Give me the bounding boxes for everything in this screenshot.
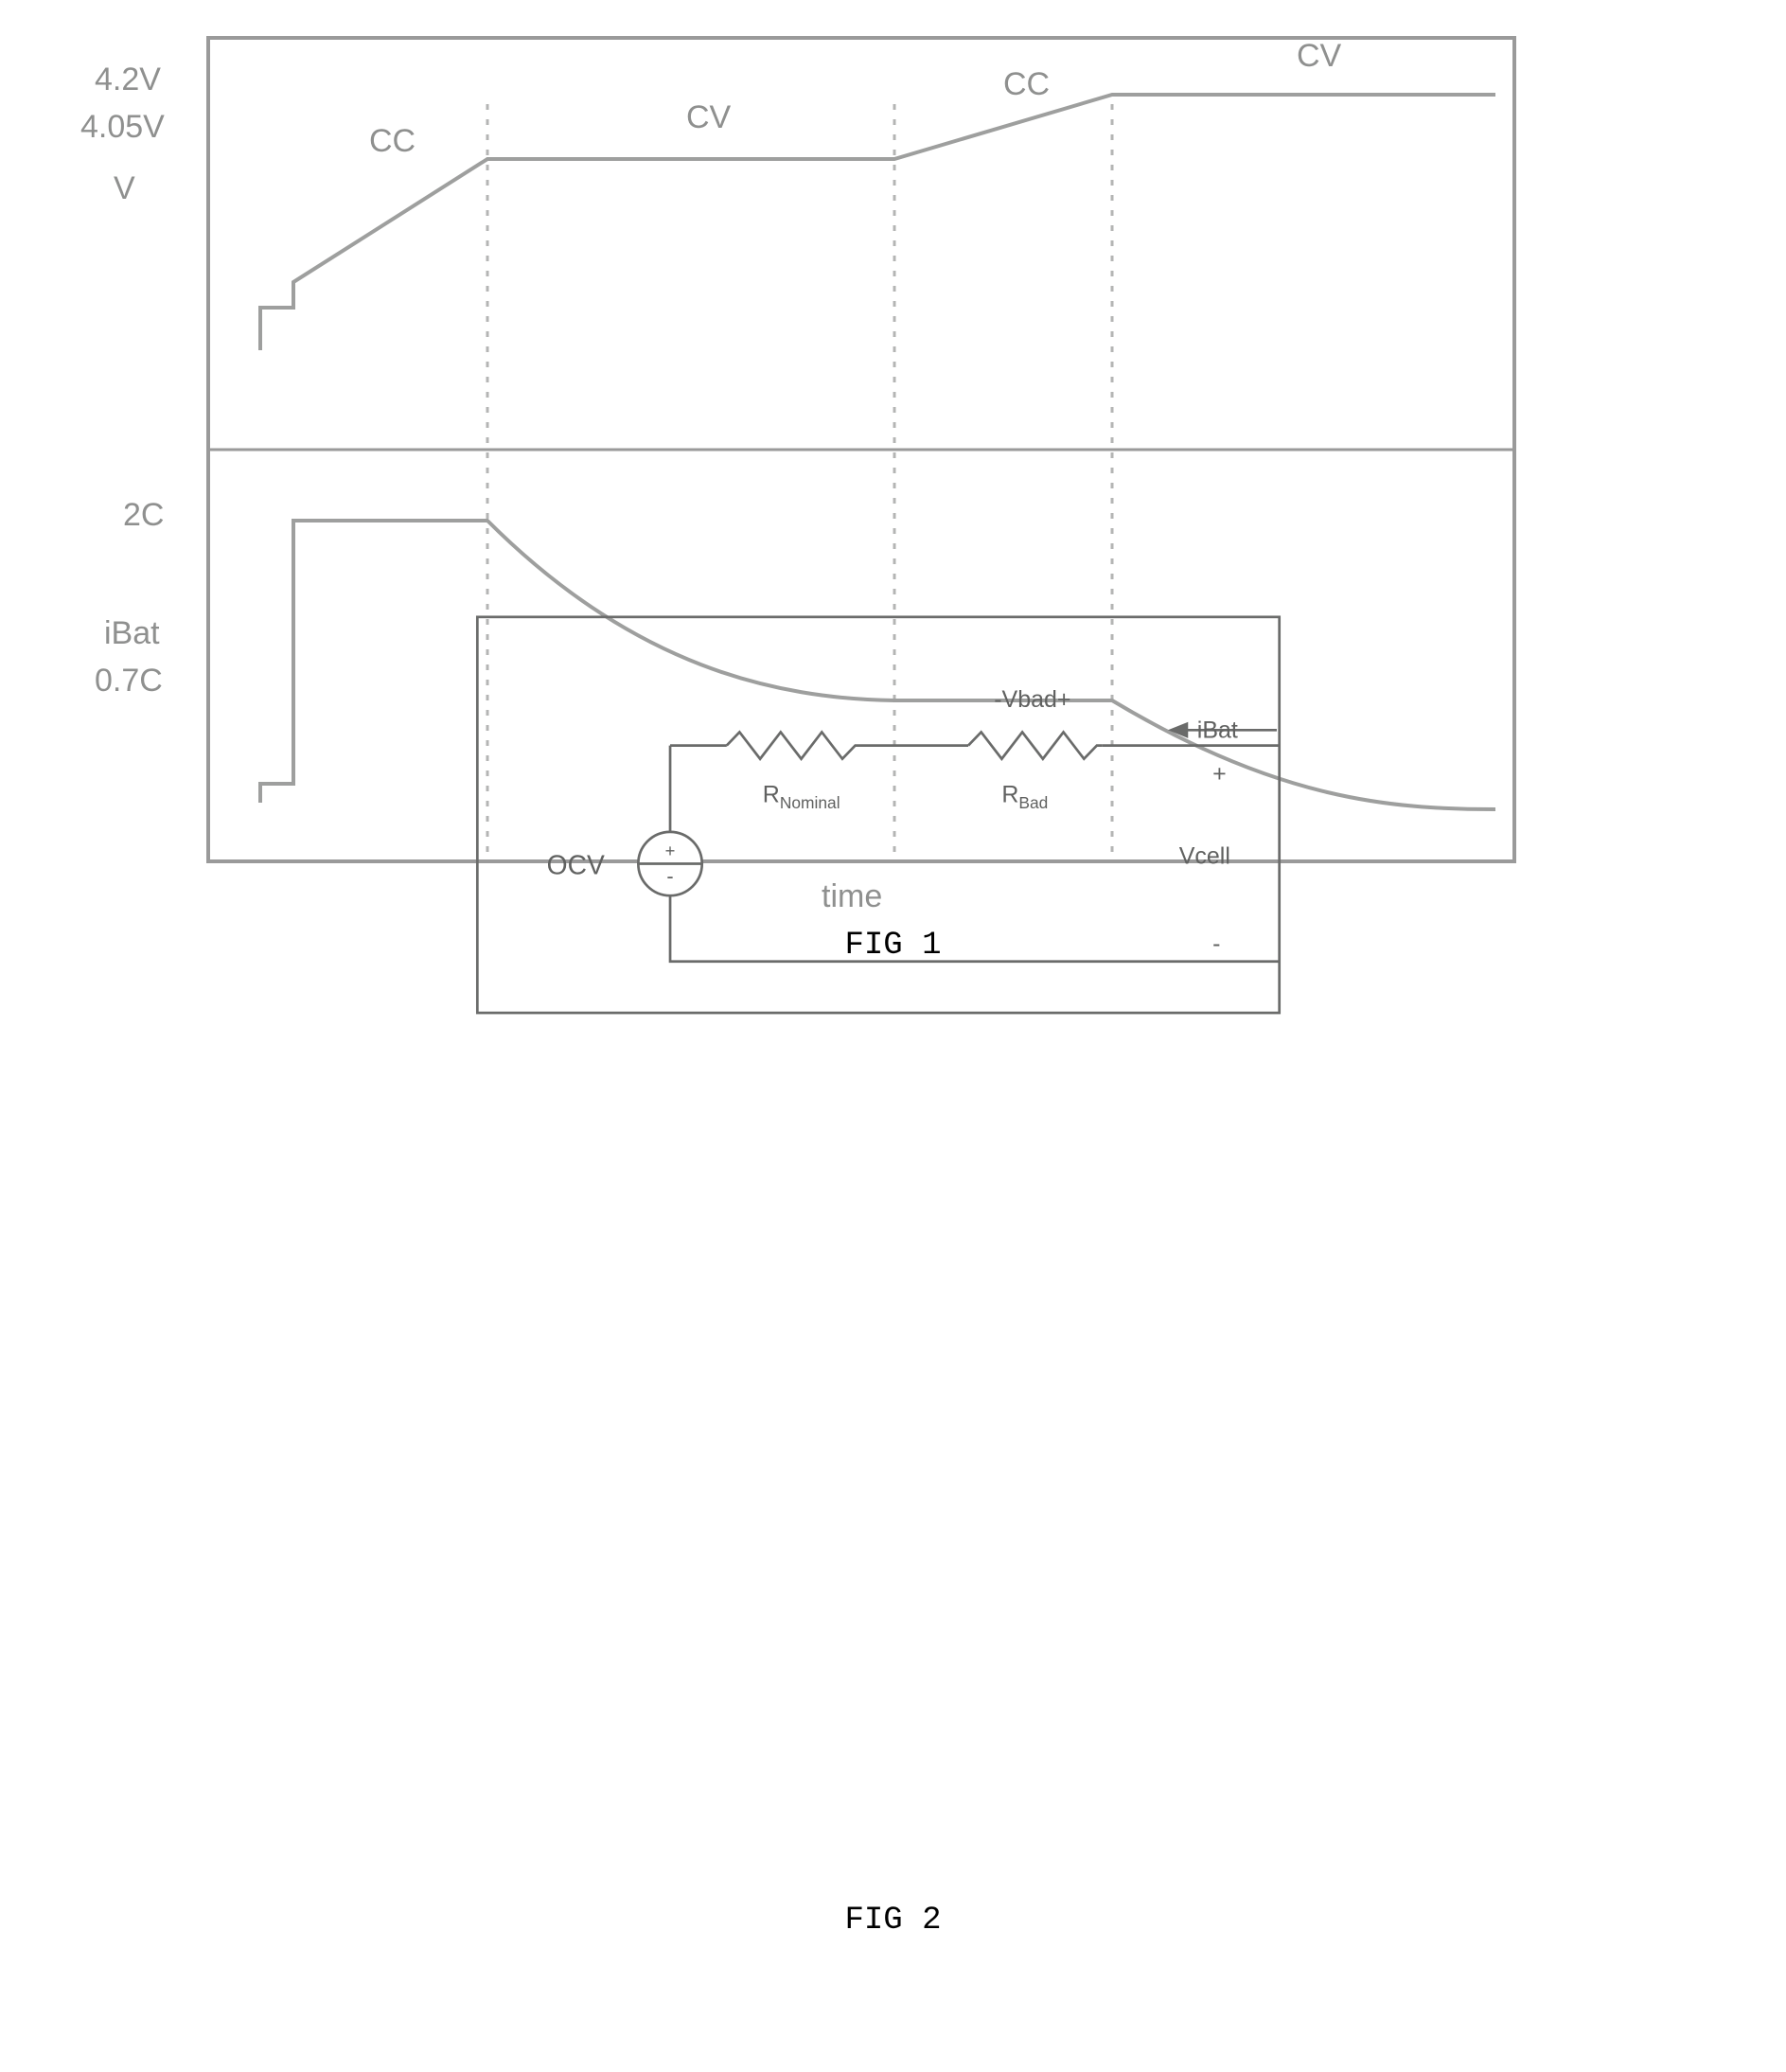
page: 4.2V 4.05V V CC CV CC CV 2C iBat 0.7C ti… (0, 0, 1786, 2072)
resistor-nominal (727, 732, 860, 758)
label-minus: - (1212, 930, 1220, 957)
label-plus: + (1212, 761, 1227, 788)
figure-2-circuit: + - -Vbad+ iBat + Vcell - RNominal RBad … (0, 0, 1786, 1125)
voltage-source: + - (638, 832, 701, 895)
circuit-border (477, 617, 1279, 1013)
svg-text:-: - (666, 864, 673, 888)
label-vcell: Vcell (1179, 843, 1230, 870)
figure-2-caption: FIG 2 (0, 1903, 1786, 1939)
label-rnominal: RNominal (763, 781, 840, 812)
resistor-bad (968, 732, 1102, 758)
svg-text:+: + (665, 841, 676, 860)
label-ocv: OCV (547, 849, 605, 879)
label-vbad: -Vbad+ (994, 686, 1070, 713)
label-rbad: RBad (1001, 781, 1048, 812)
label-ibat: iBat (1197, 717, 1238, 743)
